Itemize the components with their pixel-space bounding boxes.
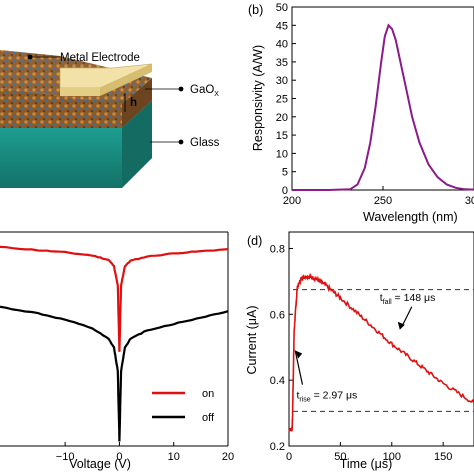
panel-b-label: (b) — [248, 3, 263, 17]
chart-b-ytick-label: 30 — [276, 75, 288, 87]
chart-c-xtick-label: 0 — [116, 451, 122, 463]
chart-b-ytick-label: 45 — [276, 20, 288, 32]
chart-b-marks: 0 5 10 15 20 25 30 35 40 45 50 200 250 300 — [276, 2, 474, 207]
chart-b-ytick-label: 25 — [276, 94, 288, 106]
glass-side — [122, 100, 152, 188]
chart-c-series-off — [0, 305, 229, 442]
chart-c-series-on — [0, 245, 229, 352]
thickness-label: h — [130, 97, 137, 109]
chart-b-xtick-label: 250 — [374, 195, 392, 207]
chart-b-ytick-label: 5 — [282, 167, 288, 179]
glass-label: Glass — [190, 137, 220, 149]
chart-d-xtick-label: 100 — [383, 451, 401, 463]
chart-b-xtick-label: 300 — [465, 195, 474, 207]
chart-d-xlabel: Time (μs) — [340, 457, 393, 471]
chart-c-xtick-label: 20 — [222, 451, 234, 463]
chart-c-marks: −10 0 10 20 — [0, 231, 234, 463]
chart-d-ylabel: Current (μA) — [245, 305, 259, 374]
gaox-label: GaOX — [190, 84, 219, 98]
legend-off-label: off — [202, 412, 215, 424]
chart-b-series-line — [292, 23, 474, 191]
chart-b-frame — [291, 6, 474, 191]
electrode-dot — [27, 54, 33, 60]
chart-c-xlabel: Voltage (V) — [69, 457, 131, 471]
gaox-film-front — [0, 88, 122, 128]
chart-d-frame — [288, 231, 474, 447]
electrode-label: Metal Electrode — [60, 52, 140, 64]
chart-d-annotation-rise: trise = 2.97 μs — [296, 390, 357, 404]
chart-c-xtick-label: −10 — [56, 451, 75, 463]
chart-d-fall-arrow — [401, 306, 413, 328]
chart-d-ytick-label: 0.6 — [270, 309, 285, 321]
chart-c-legend: on off — [152, 388, 215, 424]
chart-d-xtick-label: 50 — [334, 451, 346, 463]
legend-on-label: on — [202, 388, 214, 400]
chart-d-annotation-fall: tfall = 148 μs — [380, 292, 436, 306]
chart-b-xtick-label: 200 — [283, 195, 301, 207]
chart-d-rise-arrow — [294, 350, 304, 385]
chart-b-ytick-label: 15 — [276, 130, 288, 142]
chart-c: −10 0 10 20 Voltage (V) on off — [0, 231, 234, 471]
chart-b-ytick-label: 35 — [276, 57, 288, 69]
panel-d-label: (d) — [247, 234, 262, 248]
chart-d-xtick-label: 0 — [286, 451, 292, 463]
chart-c-xtick-label: 10 — [168, 451, 180, 463]
chart-d: (d) 0.2 0.4 0.6 0.8 0 50 100 150 tfall = 148 μs t… — [245, 231, 474, 471]
chart-d-series-line — [288, 272, 474, 432]
chart-b-ytick-label: 50 — [276, 2, 288, 14]
chart-d-ytick-label: 0.4 — [270, 375, 285, 387]
electrode-front — [60, 88, 100, 96]
chart-d-ytick-label: 0.2 — [270, 441, 285, 453]
gaox-film-side — [122, 78, 152, 128]
chart-b: (b) 0 5 10 15 20 25 30 35 40 45 50 200 250 300 Respon… — [248, 2, 474, 224]
chart-d-marks: 0.2 0.4 0.6 0.8 0 50 100 150 tfall = 148 μs trise… — [270, 231, 474, 463]
device-schematic: Metal Electrode h GaOX Glass — [0, 50, 220, 188]
chart-d-xtick-label: 150 — [434, 451, 452, 463]
chart-b-ytick-label: 0 — [282, 185, 288, 197]
gaox-dot — [178, 86, 184, 92]
chart-b-xlabel: Wavelength (nm) — [363, 210, 458, 224]
glass-front — [0, 128, 122, 188]
electrode-side — [100, 64, 152, 96]
chart-b-ytick-label: 40 — [276, 39, 288, 51]
chart-b-ytick-label: 20 — [276, 112, 288, 124]
chart-b-ytick-label: 10 — [276, 148, 288, 160]
chart-d-rise-arrowhead — [295, 350, 303, 359]
glass-dot — [178, 139, 184, 145]
chart-b-ylabel: Responsivity (A/W) — [251, 45, 265, 151]
chart-d-fall-arrowhead — [397, 321, 405, 330]
chart-d-ytick-label: 0.8 — [270, 243, 285, 255]
